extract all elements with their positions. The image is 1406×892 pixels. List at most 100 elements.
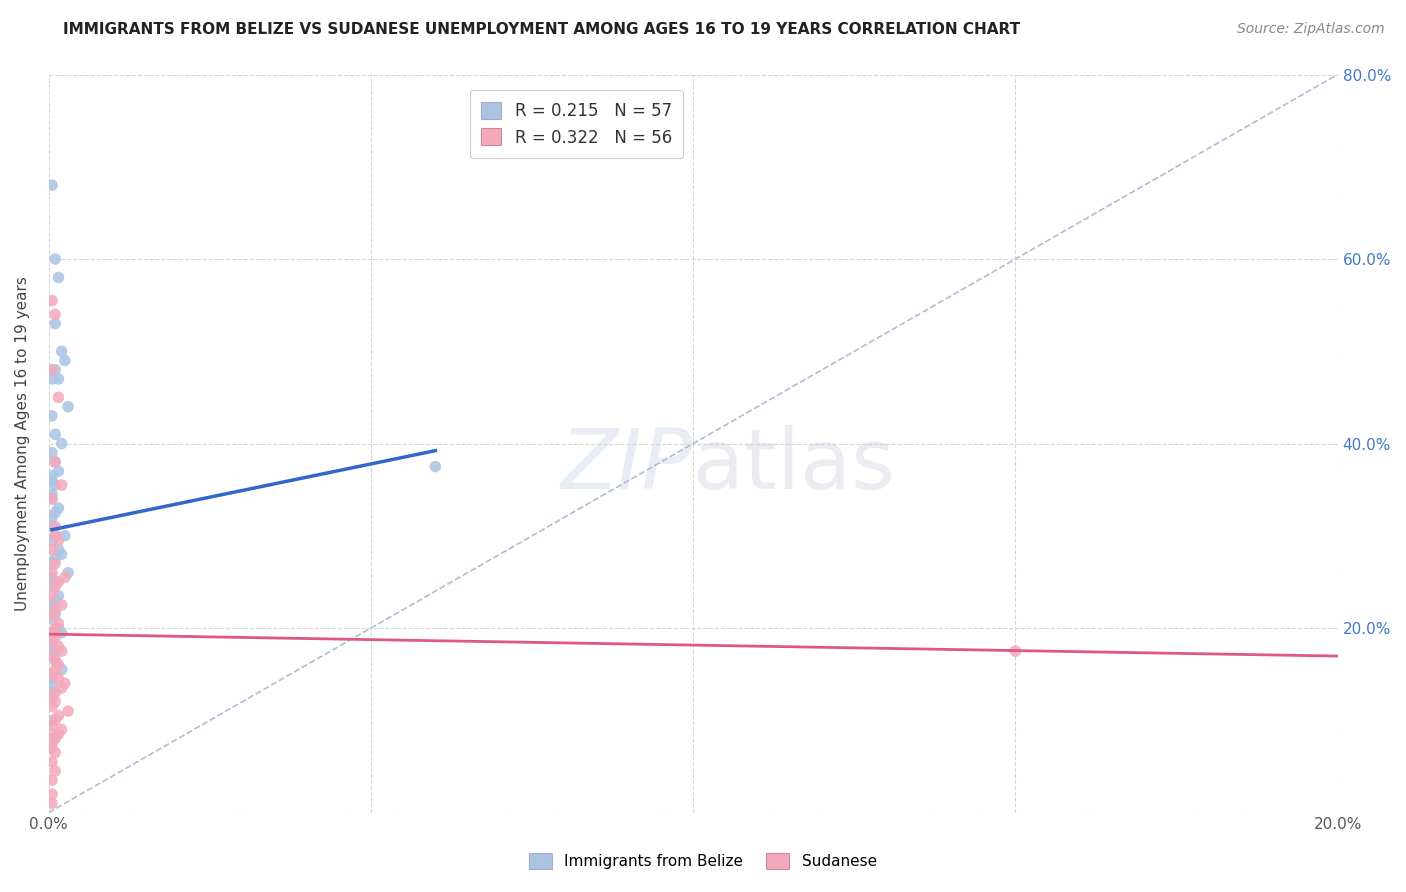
Point [41, 491, 63, 506]
Point [41, 598, 63, 612]
Point [44, 552, 66, 566]
Point [425, 459, 447, 474]
Point [44, 478, 66, 492]
Point [41, 602, 63, 616]
Point [41, 741, 63, 756]
Point [48, 727, 70, 741]
Text: atlas: atlas [693, 425, 896, 506]
Point [48, 464, 70, 478]
Legend: R = 0.215   N = 57, R = 0.322   N = 56: R = 0.215 N = 57, R = 0.322 N = 56 [470, 90, 683, 158]
Point [41, 690, 63, 705]
Point [48, 270, 70, 285]
Point [41, 533, 63, 548]
Point [41, 755, 63, 769]
Text: IMMIGRANTS FROM BELIZE VS SUDANESE UNEMPLOYMENT AMONG AGES 16 TO 19 YEARS CORREL: IMMIGRANTS FROM BELIZE VS SUDANESE UNEMP… [63, 22, 1021, 37]
Point [41, 625, 63, 640]
Point [51, 644, 73, 658]
Point [48, 372, 70, 386]
Point [44, 653, 66, 667]
Point [48, 672, 70, 686]
Point [44, 362, 66, 376]
Point [41, 510, 63, 524]
Point [41, 566, 63, 580]
Point [41, 713, 63, 727]
Point [44, 663, 66, 677]
Point [1004, 644, 1026, 658]
Point [41, 542, 63, 557]
Point [48, 640, 70, 654]
Point [51, 681, 73, 695]
Point [41, 718, 63, 732]
Point [53, 353, 76, 368]
Point [41, 699, 63, 714]
Text: Source: ZipAtlas.com: Source: ZipAtlas.com [1237, 22, 1385, 37]
Point [48, 391, 70, 405]
Point [41, 178, 63, 193]
Point [51, 344, 73, 359]
Point [53, 570, 76, 584]
Point [44, 529, 66, 543]
Point [48, 501, 70, 516]
Point [48, 708, 70, 723]
Point [48, 616, 70, 631]
Point [44, 506, 66, 520]
Point [41, 635, 63, 649]
Point [48, 621, 70, 635]
Point [48, 574, 70, 589]
Point [41, 672, 63, 686]
Point [56, 704, 79, 718]
Point [51, 625, 73, 640]
Point [44, 713, 66, 727]
Point [44, 455, 66, 469]
Point [48, 589, 70, 603]
Point [44, 607, 66, 622]
Point [44, 621, 66, 635]
Point [48, 657, 70, 672]
Point [41, 736, 63, 750]
Point [41, 570, 63, 584]
Point [44, 695, 66, 709]
Legend: Immigrants from Belize, Sudanese: Immigrants from Belize, Sudanese [523, 847, 883, 875]
Point [51, 547, 73, 561]
Point [56, 400, 79, 414]
Point [41, 362, 63, 376]
Point [51, 663, 73, 677]
Point [41, 487, 63, 501]
Point [51, 478, 73, 492]
Point [44, 574, 66, 589]
Point [41, 635, 63, 649]
Point [41, 293, 63, 308]
Point [53, 529, 76, 543]
Point [44, 519, 66, 533]
Point [48, 533, 70, 548]
Point [41, 648, 63, 663]
Point [41, 685, 63, 699]
Point [44, 557, 66, 571]
Point [41, 731, 63, 746]
Point [44, 317, 66, 331]
Point [56, 566, 79, 580]
Point [41, 474, 63, 488]
Point [53, 676, 76, 690]
Point [41, 589, 63, 603]
Point [41, 409, 63, 423]
Point [44, 685, 66, 699]
Point [41, 676, 63, 690]
Point [44, 746, 66, 760]
Point [41, 607, 63, 622]
Point [41, 787, 63, 801]
Point [44, 307, 66, 321]
Point [44, 644, 66, 658]
Point [41, 797, 63, 811]
Text: ZIP: ZIP [561, 425, 693, 506]
Point [41, 468, 63, 483]
Y-axis label: Unemployment Among Ages 16 to 19 years: Unemployment Among Ages 16 to 19 years [15, 277, 30, 611]
Point [41, 491, 63, 506]
Point [44, 455, 66, 469]
Point [51, 723, 73, 737]
Point [44, 764, 66, 778]
Point [44, 529, 66, 543]
Point [41, 372, 63, 386]
Point [41, 773, 63, 788]
Point [41, 557, 63, 571]
